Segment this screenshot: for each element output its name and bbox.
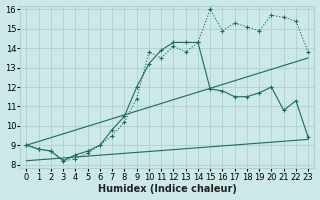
X-axis label: Humidex (Indice chaleur): Humidex (Indice chaleur) (98, 184, 237, 194)
